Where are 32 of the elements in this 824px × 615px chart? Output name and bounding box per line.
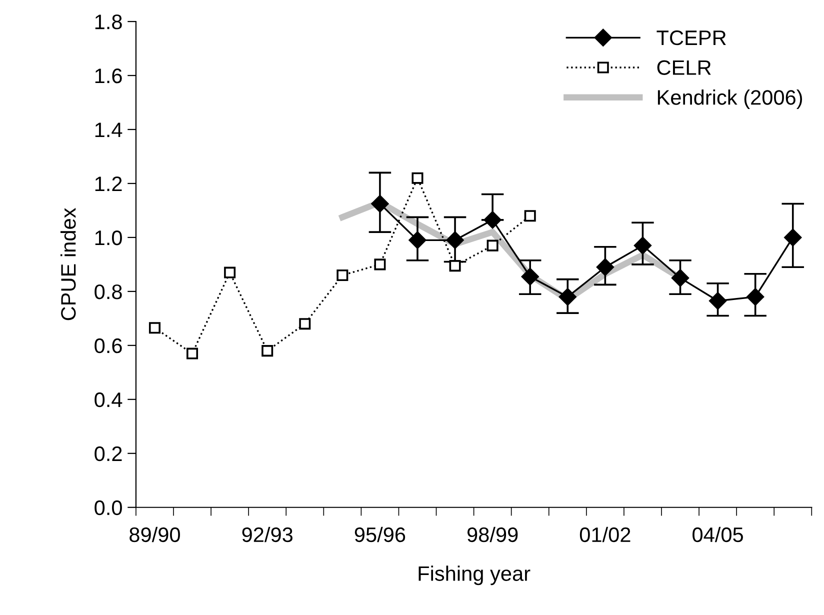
x-tick-label: 04/05	[692, 526, 743, 542]
y-tick-label: 1.2	[95, 176, 122, 192]
point	[224, 266, 236, 278]
y-tick-label: 1.6	[95, 68, 122, 84]
y-tick-label: 1.0	[95, 230, 122, 246]
point	[449, 260, 461, 272]
point	[524, 210, 536, 222]
x-axis-title: Fishing year	[418, 566, 530, 586]
point	[486, 240, 498, 252]
y-tick-label: 0.8	[94, 284, 122, 300]
point	[262, 345, 274, 357]
x-tick-label: 89/90	[130, 526, 180, 542]
point	[336, 269, 348, 282]
point	[148, 322, 160, 334]
y-tick-label: 1.4	[95, 122, 122, 138]
x-tick-label: 98/99	[467, 526, 518, 542]
point	[186, 348, 198, 360]
point	[374, 258, 386, 270]
point	[299, 318, 311, 330]
point	[412, 172, 424, 184]
y-tick-label: 0.0	[94, 500, 122, 516]
x-tick-label: 95/96	[354, 526, 406, 542]
y-tick-label: 1.8	[95, 14, 122, 30]
legend-label: CELR	[657, 60, 711, 75]
y-axis-title: CPUE index	[60, 208, 76, 320]
y-tick-label: 0.6	[94, 338, 122, 354]
y-tick-label: 0.4	[94, 392, 122, 408]
legend-label: Kendrick (2006)	[658, 90, 802, 109]
y-tick-label: 0.2	[94, 446, 122, 462]
x-tick-label: 01/02	[580, 526, 630, 542]
legend-label: TCEPR	[656, 30, 726, 46]
x-tick-label: 92/93	[242, 526, 292, 542]
